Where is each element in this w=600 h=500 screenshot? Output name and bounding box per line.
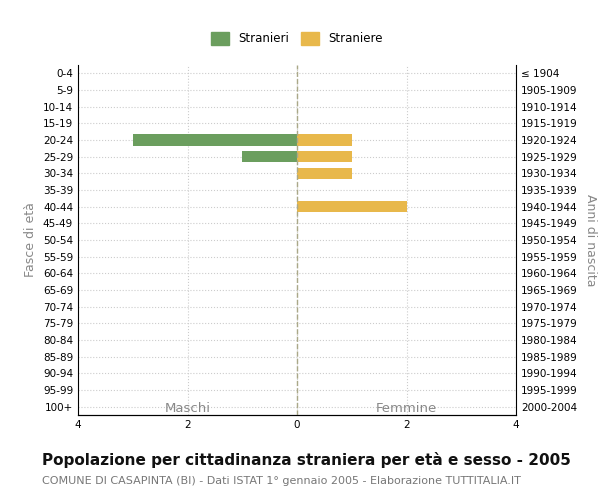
Y-axis label: Fasce di età: Fasce di età	[25, 202, 37, 278]
Legend: Stranieri, Straniere: Stranieri, Straniere	[208, 29, 386, 49]
Bar	[297, 168, 352, 179]
Bar	[242, 151, 297, 162]
Text: Femmine: Femmine	[376, 402, 437, 415]
Bar	[297, 201, 407, 212]
Bar	[297, 151, 352, 162]
Text: Popolazione per cittadinanza straniera per età e sesso - 2005: Popolazione per cittadinanza straniera p…	[42, 452, 571, 468]
Text: COMUNE DI CASAPINTA (BI) - Dati ISTAT 1° gennaio 2005 - Elaborazione TUTTITALIA.: COMUNE DI CASAPINTA (BI) - Dati ISTAT 1°…	[42, 476, 521, 486]
Bar	[297, 134, 352, 146]
Y-axis label: Anni di nascita: Anni di nascita	[584, 194, 597, 286]
Text: Maschi: Maschi	[164, 402, 211, 415]
Bar	[133, 134, 297, 146]
